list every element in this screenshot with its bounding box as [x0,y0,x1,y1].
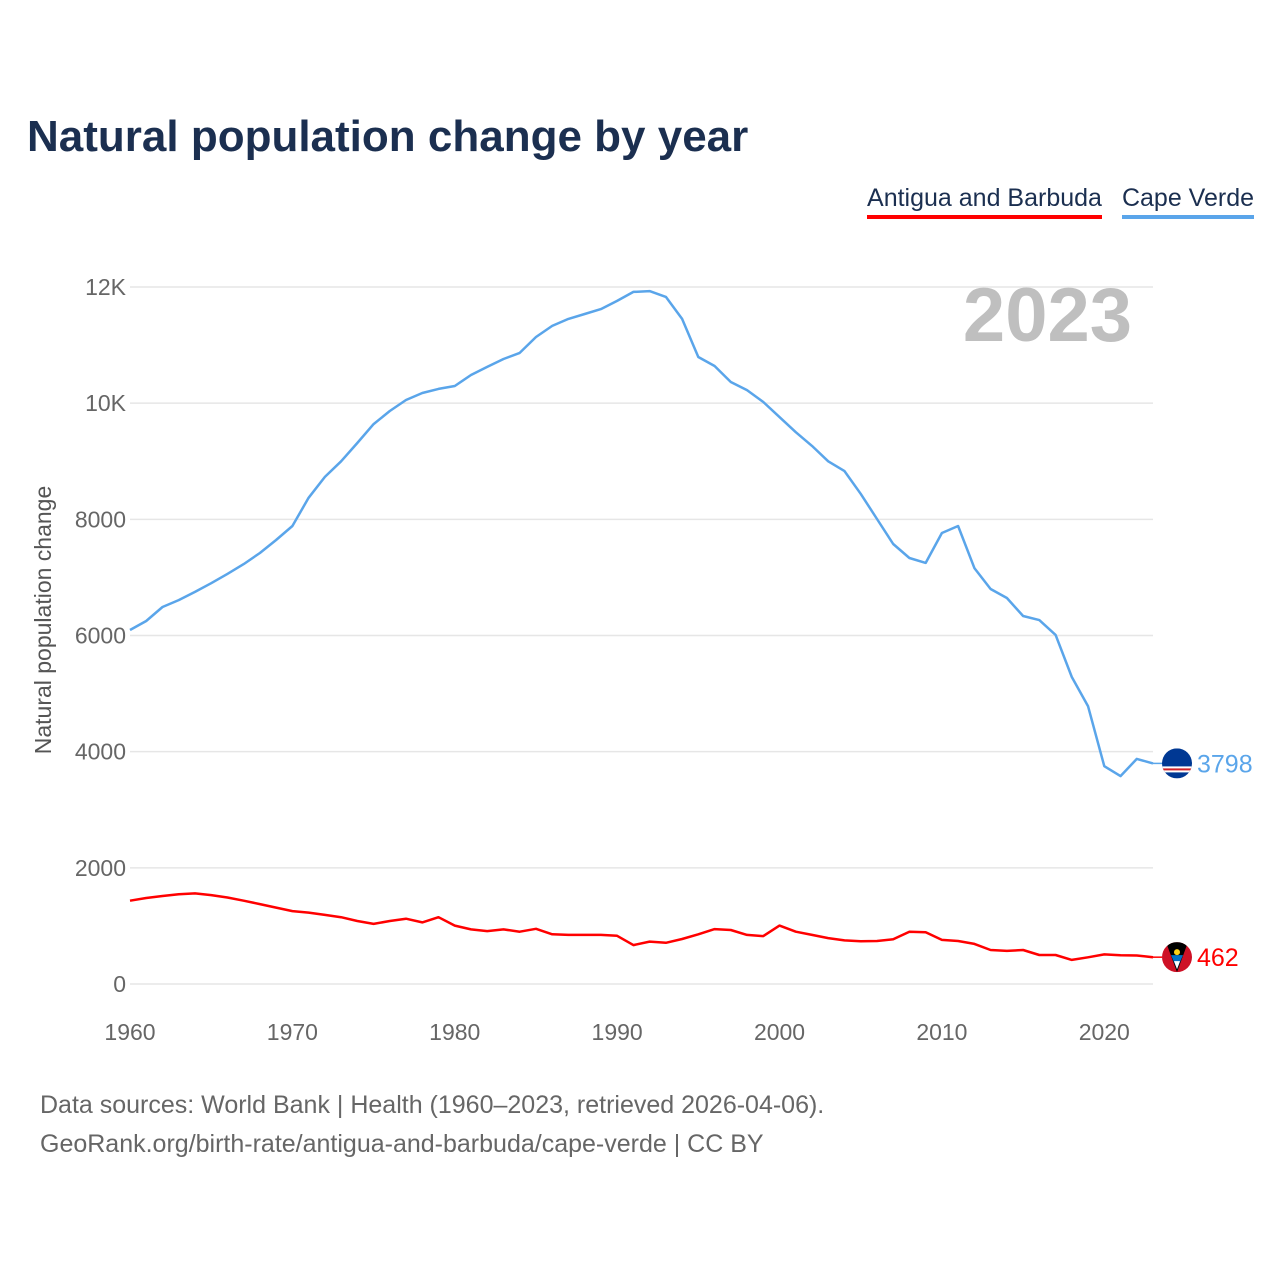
y-tick-label: 0 [113,971,126,997]
x-tick-label: 2000 [754,1019,805,1045]
series-line-antigua-and-barbuda[interactable] [129,892,1154,962]
y-tick-label: 12K [85,274,127,300]
y-tick-label: 6000 [75,623,126,649]
y-axis-ticks: 0 2000 4000 6000 8000 10K 12K [75,274,127,997]
year-watermark: 2023 [963,273,1132,358]
antigua-flag-icon [1153,942,1192,973]
y-tick-label: 2000 [75,855,126,881]
x-tick-label: 1980 [429,1019,480,1045]
x-tick-label: 1970 [267,1019,318,1045]
y-tick-label: 10K [85,390,127,416]
x-tick-label: 1960 [104,1019,155,1045]
end-value-label: 462 [1197,944,1239,972]
series-line-cape-verde[interactable] [129,289,1154,778]
x-tick-label: 2020 [1079,1019,1130,1045]
series-end-markers: 462 3798 [1153,748,1253,973]
y-axis-label: Natural population change [30,486,56,755]
gridlines [130,286,1153,985]
chart-title: Natural population change by year [27,112,749,161]
capeverde-flag-icon [1153,748,1192,779]
footer: Data sources: World Bank | Health (1960–… [40,1086,824,1164]
data-source-text: Data sources: World Bank | Health (1960–… [40,1091,825,1119]
y-tick-label: 8000 [75,506,126,532]
x-tick-label: 1990 [592,1019,643,1045]
legend-item-antigua-and-barbuda[interactable]: Antigua and Barbuda [867,184,1102,219]
series-lines [129,289,1154,962]
legend: Antigua and Barbuda Cape Verde [867,184,1254,219]
x-axis-ticks: 1960 1970 1980 1990 2000 2010 2020 [104,1019,1129,1045]
end-value-label: 3798 [1197,750,1253,778]
legend-item-cape-verde[interactable]: Cape Verde [1121,184,1254,219]
source-url-text[interactable]: GeoRank.org/birth-rate/antigua-and-barbu… [40,1130,764,1158]
x-tick-label: 2010 [916,1019,967,1045]
y-tick-label: 4000 [75,739,126,765]
